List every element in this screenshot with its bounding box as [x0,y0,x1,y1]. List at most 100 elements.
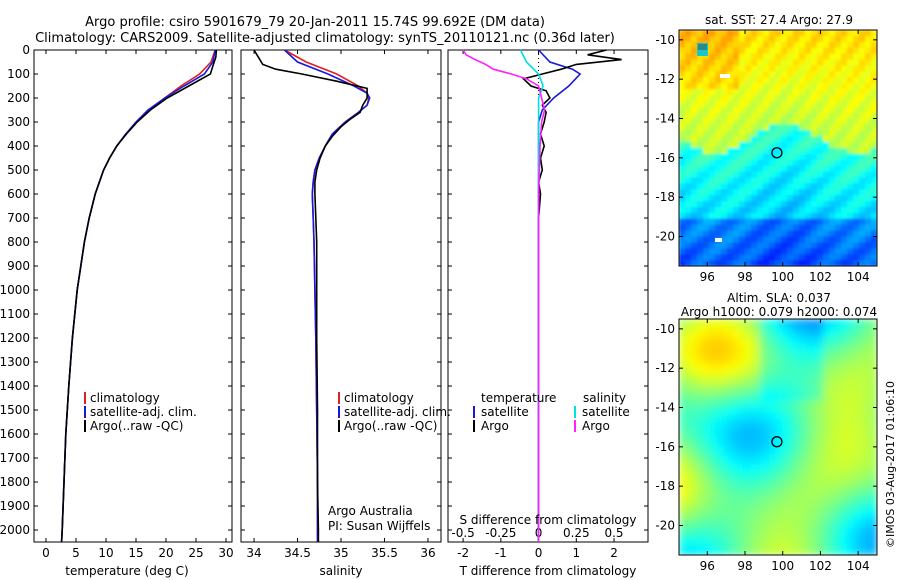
sla-cell [778,346,788,356]
sla-cell [868,482,877,493]
sst-cell [751,41,758,49]
sst-cell [811,248,818,255]
sla-cell [706,500,716,511]
sst-cell [715,159,722,167]
sla-cell [814,346,824,356]
sla-cell [814,337,824,347]
sst-cell [757,189,764,196]
sst-cell [841,124,848,131]
sst-cell [721,148,728,155]
sst-cell [853,35,860,43]
sla-cell [751,446,761,456]
sst-cell [835,65,842,72]
sst-cell [745,207,752,214]
sla-cell [706,355,716,365]
sla-cell [742,518,752,529]
sst-cell [841,30,848,37]
sst-cell [823,89,830,96]
sst-cell [859,236,866,243]
sla-cell [796,518,806,529]
sst-cell [787,230,794,238]
sst-cell [769,236,776,243]
sst-cell [823,159,830,167]
series-line-t-satellite [537,49,582,542]
sst-cell [715,47,722,55]
sst-cell [775,248,782,255]
sst-cell [793,100,800,108]
sst-cell [847,30,854,37]
sla-cell [724,400,734,411]
sst-cell [805,260,812,266]
sst-cell [859,165,866,173]
sst-cell [835,189,842,196]
sst-cell [841,260,848,266]
sla-cell [769,464,779,474]
sla-cell [814,382,824,393]
sst-cell [859,183,866,190]
sst-cell [853,83,860,90]
sst-cell [835,236,842,243]
sst-cell [775,165,782,173]
sst-cell [859,89,866,96]
sst-cell [703,94,710,102]
sst-cell [847,148,854,155]
sst-cell [679,212,686,220]
series-line-s-argo [462,49,546,542]
sst-cell [865,100,872,108]
sst-cell [769,35,776,43]
sst-cell [787,130,794,137]
sst-cell [787,47,794,55]
sla-cell [706,491,716,502]
sst-cell [793,59,800,66]
sst-cell [835,212,842,220]
sla-cell [706,346,716,356]
sst-cell [787,260,794,266]
sst-cell [799,254,806,261]
sst-cell [775,177,782,184]
sla-cell [724,464,734,474]
sst-cell [853,94,860,102]
sla-cell [769,545,779,555]
sst-cell [745,65,752,72]
sst-cell [871,124,877,131]
sst-cell [829,212,836,220]
sst-cell [697,177,704,184]
sla-cell [814,500,824,511]
sst-cell [769,212,776,220]
sst-cell [799,183,806,190]
sla-cell [778,491,788,502]
sst-cell [691,106,698,114]
sst-cell [805,242,812,249]
sst-cell [805,65,812,72]
sst-cell [751,207,758,214]
sla-cell [796,409,806,420]
sst-cell [727,207,734,214]
sst-cell [691,159,698,167]
sst-cell [781,89,788,96]
sst-cell [679,248,686,255]
sst-cell [709,236,716,243]
sst-cell [829,165,836,173]
sla-cell [706,518,716,529]
sst-cell [721,218,728,226]
sst-cell [853,177,860,184]
salinity-panel [240,49,442,543]
sla-cell [760,319,770,329]
sla-cell [697,409,707,420]
sla-cell [805,464,815,474]
sla-cell [724,319,734,329]
sla-cell [733,509,743,520]
legend-label-climatology: climatology [344,391,414,405]
sla-cell [751,400,761,411]
sst-cell [781,118,788,125]
sst-cell [763,165,770,173]
sst-cell [709,100,716,108]
sla-cell [742,437,752,447]
sst-cell [811,124,818,131]
sla-cell [832,400,842,411]
sst-cell [763,35,770,43]
sst-cell [787,195,794,202]
salinity-legend: climatology satellite-adj. clim. Argo(..… [338,391,451,433]
sst-cell [853,53,860,61]
sst-cell [739,118,746,125]
